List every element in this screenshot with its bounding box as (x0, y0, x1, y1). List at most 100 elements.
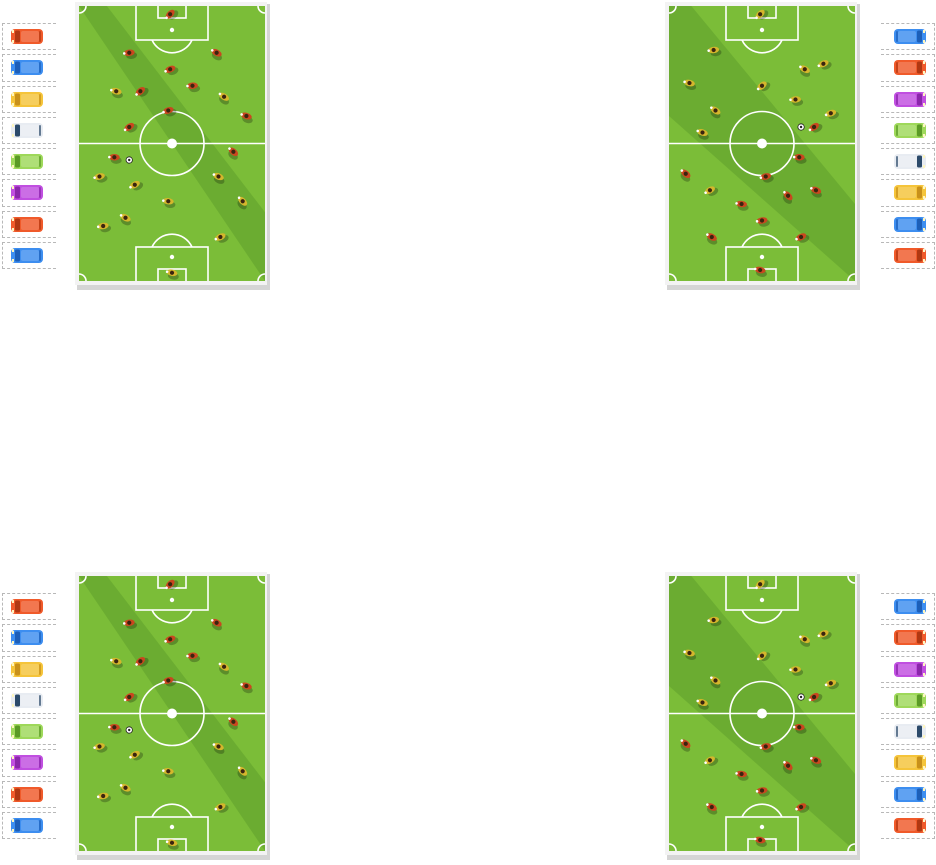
car-icon (10, 59, 44, 76)
player-icon (162, 676, 177, 687)
car-icon (893, 216, 927, 233)
car-icon (10, 122, 44, 139)
player-icon (707, 616, 722, 627)
player-icon (735, 200, 749, 211)
soccer-field-icon (669, 6, 855, 281)
player-icon (756, 81, 771, 92)
soccer-field-icon (79, 6, 265, 281)
car-icon (893, 153, 927, 170)
player-icon (789, 96, 804, 106)
soccer-field-icon (79, 576, 265, 851)
parking-slot (879, 716, 936, 747)
player-icon (799, 635, 811, 647)
parking-slot (879, 810, 936, 841)
player-icon (162, 198, 176, 209)
parking-slot (879, 779, 936, 810)
player-icon (782, 190, 793, 204)
car-icon (10, 184, 44, 201)
parking-slot (0, 716, 58, 747)
player-icon (218, 92, 230, 105)
soccer-pitch-right (665, 572, 861, 861)
player-icon (759, 743, 774, 753)
player-icon (680, 739, 691, 752)
player-icon (165, 9, 179, 20)
parking-slot (0, 747, 58, 778)
player-icon (782, 760, 793, 774)
car-icon (893, 629, 927, 646)
player-icon (710, 106, 721, 119)
player-icon (808, 692, 823, 703)
car-icon (893, 661, 927, 678)
player-icon (110, 657, 123, 669)
player-icon (792, 724, 807, 734)
player-icon (710, 676, 721, 689)
parking-slot (879, 209, 936, 240)
parking-slot (879, 84, 936, 115)
player-icon (810, 186, 822, 198)
player-icon (240, 112, 253, 124)
parking-slot (879, 747, 936, 778)
parking-slot (879, 52, 936, 83)
parking-slot (0, 240, 58, 271)
soccer-field-icon (669, 576, 855, 851)
player-icon (186, 82, 201, 93)
parking-slot (0, 591, 58, 622)
soccer-pitch-right (665, 2, 861, 291)
car-icon (10, 817, 44, 834)
player-icon (753, 836, 767, 847)
player-icon (792, 154, 807, 164)
player-icon (824, 109, 840, 120)
car-icon (10, 216, 44, 233)
player-icon (93, 173, 108, 183)
player-icon (817, 630, 832, 640)
car-icon (10, 91, 44, 108)
parking-column-left (0, 21, 58, 271)
car-icon (893, 122, 927, 139)
player-icon (96, 222, 112, 233)
player-icon (165, 269, 179, 280)
car-icon (893, 59, 927, 76)
player-icon (696, 699, 709, 710)
parking-slot (0, 52, 58, 83)
player-icon (93, 743, 108, 753)
parking-column-right (879, 21, 936, 271)
car-icon (893, 786, 927, 803)
player-icon (759, 173, 774, 183)
car-icon (893, 723, 927, 740)
player-icon (795, 233, 810, 243)
player-icon (696, 129, 709, 140)
car-icon (10, 754, 44, 771)
player-icon (123, 692, 138, 703)
player-icon (237, 196, 248, 210)
soccer-ball-icon (797, 693, 805, 701)
player-icon (218, 662, 230, 675)
parking-slot (879, 146, 936, 177)
car-icon (10, 629, 44, 646)
player-icon (240, 682, 253, 694)
parking-slot (879, 654, 936, 685)
player-icon (755, 217, 770, 227)
player-icon (162, 106, 177, 117)
player-icon (810, 756, 822, 768)
parking-slot (0, 21, 58, 52)
player-icon (795, 803, 810, 813)
car-icon (10, 153, 44, 170)
player-icon (228, 147, 239, 160)
soccer-ball-icon (797, 123, 805, 131)
soccer-ball-icon (125, 156, 133, 164)
parking-slot (0, 654, 58, 685)
player-icon (123, 122, 138, 133)
parking-slot (879, 685, 936, 716)
player-icon (706, 233, 718, 245)
car-icon (893, 598, 927, 615)
player-icon (210, 48, 223, 61)
player-icon (165, 839, 179, 850)
parking-slot (0, 209, 58, 240)
player-icon (164, 635, 179, 646)
player-icon (129, 750, 144, 761)
car-icon (893, 754, 927, 771)
parking-slot (0, 685, 58, 716)
parking-slot (0, 622, 58, 653)
player-icon (135, 656, 149, 667)
panel-bottom (0, 570, 936, 860)
